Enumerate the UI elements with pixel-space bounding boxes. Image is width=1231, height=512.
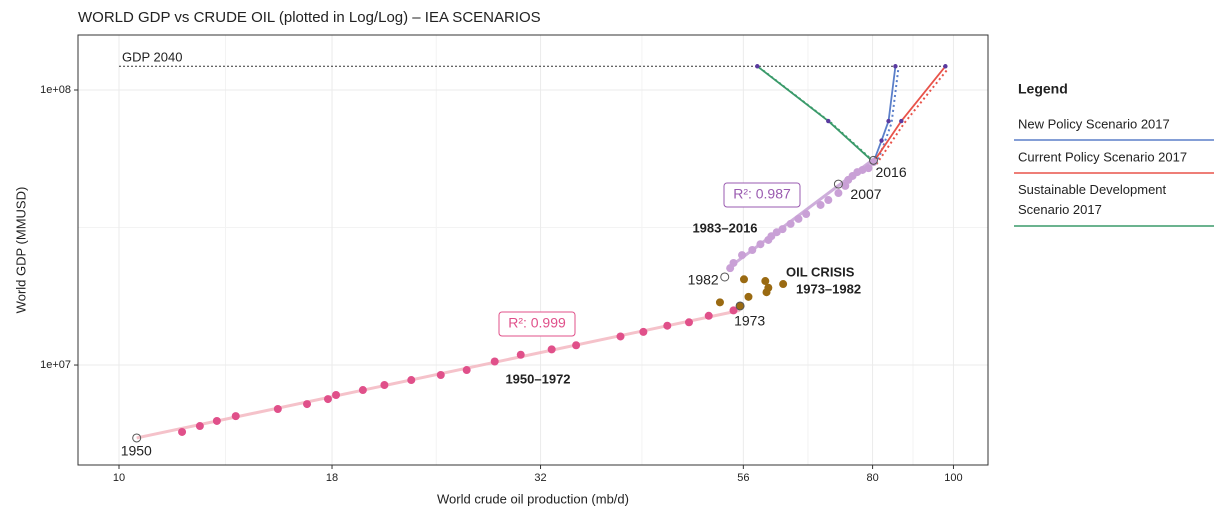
highlight-label: 1950 xyxy=(121,443,152,459)
point xyxy=(704,311,713,320)
point xyxy=(729,258,738,267)
x-tick-label: 80 xyxy=(866,472,878,484)
point xyxy=(436,370,445,379)
fit-label-box xyxy=(723,182,801,208)
legend-label-line: Sustainable Development xyxy=(1018,182,1167,197)
group-label: 1950–1972 xyxy=(505,371,570,386)
reference-label: GDP 2040 xyxy=(122,50,182,65)
legend-label: New Policy Scenario 2017 xyxy=(1018,116,1170,131)
highlight-label: 2007 xyxy=(850,186,881,202)
y-tick-label: 1e+07 xyxy=(40,359,71,371)
x-tick-label: 56 xyxy=(737,472,749,484)
point xyxy=(738,251,747,260)
fit-label: R²: 0.987 xyxy=(733,186,791,202)
fit-label: R²: 0.999 xyxy=(508,315,566,331)
scenario-line xyxy=(872,66,897,163)
point xyxy=(744,292,753,301)
grid xyxy=(78,35,988,465)
scenario-line-dotted xyxy=(875,68,900,165)
scenario-point xyxy=(755,64,760,69)
legend-label: Current Policy Scenario 2017 xyxy=(1018,149,1187,164)
point xyxy=(858,165,867,174)
point xyxy=(756,240,765,249)
point xyxy=(864,164,873,173)
point xyxy=(323,395,332,404)
point xyxy=(358,386,367,395)
y-tick-label: 1e+08 xyxy=(40,84,71,96)
point xyxy=(779,280,788,289)
point xyxy=(407,376,416,385)
chart-title: WORLD GDP vs CRUDE OIL (plotted in Log/L… xyxy=(78,9,541,26)
scenario-line-dotted xyxy=(875,67,950,165)
highlight-label: 1982 xyxy=(688,272,719,288)
point xyxy=(178,427,187,436)
scenario-point xyxy=(879,138,884,143)
point xyxy=(516,350,525,359)
point xyxy=(802,210,811,219)
fit-label-box xyxy=(498,311,576,337)
point xyxy=(547,345,556,354)
y-axis-label: World GDP (MMUSD) xyxy=(13,187,28,314)
scenario-point xyxy=(886,118,891,124)
point xyxy=(794,214,803,223)
group-label: 1983–2016 xyxy=(692,220,757,235)
scenario-line xyxy=(872,65,947,163)
point xyxy=(786,219,795,228)
x-tick-label: 100 xyxy=(944,472,962,484)
point xyxy=(841,181,850,190)
highlight-point xyxy=(868,155,878,165)
point xyxy=(824,196,833,205)
point xyxy=(761,277,770,286)
highlight-label: 1973 xyxy=(734,313,765,329)
x-tick-label: 10 xyxy=(113,472,125,484)
point xyxy=(572,341,581,350)
point xyxy=(715,298,724,307)
point xyxy=(380,381,389,390)
point xyxy=(663,321,672,330)
point xyxy=(834,189,843,198)
x-tick-label: 32 xyxy=(534,472,546,484)
legend-label-line: Scenario 2017 xyxy=(1018,202,1102,217)
group-label: 1973–1982 xyxy=(796,281,861,296)
point xyxy=(748,245,757,254)
scenario-line-dotted xyxy=(759,67,878,165)
point xyxy=(332,391,341,400)
point xyxy=(616,332,625,341)
highlight-point xyxy=(833,179,843,189)
point xyxy=(729,306,738,315)
point xyxy=(778,225,787,234)
highlight-point xyxy=(720,272,730,282)
highlight-label: 2016 xyxy=(875,164,906,180)
point xyxy=(462,366,471,375)
legend-title: Legend xyxy=(1018,81,1068,97)
legend-label: Sustainable Development Scenario 2017 xyxy=(1018,182,1167,217)
point xyxy=(639,327,648,336)
point xyxy=(684,318,693,327)
highlight-point xyxy=(735,301,745,311)
point xyxy=(303,400,312,409)
point xyxy=(212,416,221,425)
plot-border xyxy=(77,34,989,466)
point xyxy=(764,283,773,292)
scenario-point xyxy=(943,64,948,69)
scenario-point xyxy=(899,118,904,124)
point xyxy=(195,422,204,431)
point xyxy=(816,200,825,209)
point xyxy=(273,405,282,414)
annotation: OIL CRISIS xyxy=(786,264,855,279)
scenario-point xyxy=(893,64,898,69)
point xyxy=(231,412,240,421)
x-axis-label: World crude oil production (mb/d) xyxy=(437,491,629,506)
scenario-point xyxy=(826,118,831,124)
x-tick-label: 18 xyxy=(326,472,338,484)
point xyxy=(739,275,748,284)
point xyxy=(736,301,745,310)
highlight-point xyxy=(132,433,142,443)
point xyxy=(490,357,499,366)
point xyxy=(772,228,781,237)
